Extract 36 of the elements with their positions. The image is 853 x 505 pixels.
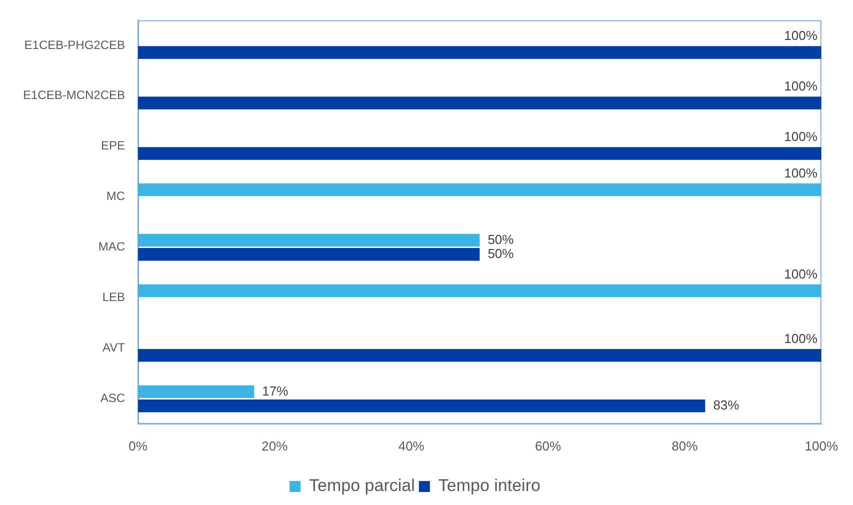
x-tick-label: 40% xyxy=(398,438,425,454)
bar xyxy=(138,96,822,110)
data-label: 17% xyxy=(262,383,289,398)
data-label: 83% xyxy=(713,397,740,412)
x-tick-label: 80% xyxy=(672,438,698,454)
x-tick-label: 60% xyxy=(535,438,562,454)
y-tick-label: E1CEB-PHG2CEB xyxy=(24,38,125,52)
data-label: 100% xyxy=(784,266,818,282)
legend-label: Tempo inteiro xyxy=(438,476,540,496)
y-tick-label: AVT xyxy=(102,340,126,355)
bar xyxy=(138,399,706,412)
bar xyxy=(138,348,822,362)
x-tick-label: 100% xyxy=(804,438,838,454)
bar xyxy=(138,248,480,261)
data-label: 50% xyxy=(488,246,514,261)
data-label: 100% xyxy=(784,331,818,346)
data-label: 50% xyxy=(488,232,514,247)
x-tick-label: 0% xyxy=(128,438,148,454)
x-tick-label: 20% xyxy=(262,438,288,454)
data-label: 100% xyxy=(784,129,818,144)
y-tick-label: MC xyxy=(106,189,126,204)
data-label: 100% xyxy=(784,166,818,181)
y-tick-label: ASC xyxy=(100,391,126,406)
y-tick-label: LEB xyxy=(102,290,125,304)
bar xyxy=(138,183,822,196)
bar xyxy=(138,284,822,298)
y-tick-label: E1CEB-MCN2CEB xyxy=(22,88,125,102)
data-label: 100% xyxy=(784,28,818,44)
data-label: 100% xyxy=(784,78,818,94)
legend-label: Tempo parcial xyxy=(309,476,415,496)
y-tick-label: MAC xyxy=(98,240,126,254)
bar xyxy=(138,147,822,160)
bar xyxy=(138,385,254,398)
bar xyxy=(138,234,480,247)
y-tick-label: EPE xyxy=(100,138,125,153)
bar xyxy=(138,46,822,59)
